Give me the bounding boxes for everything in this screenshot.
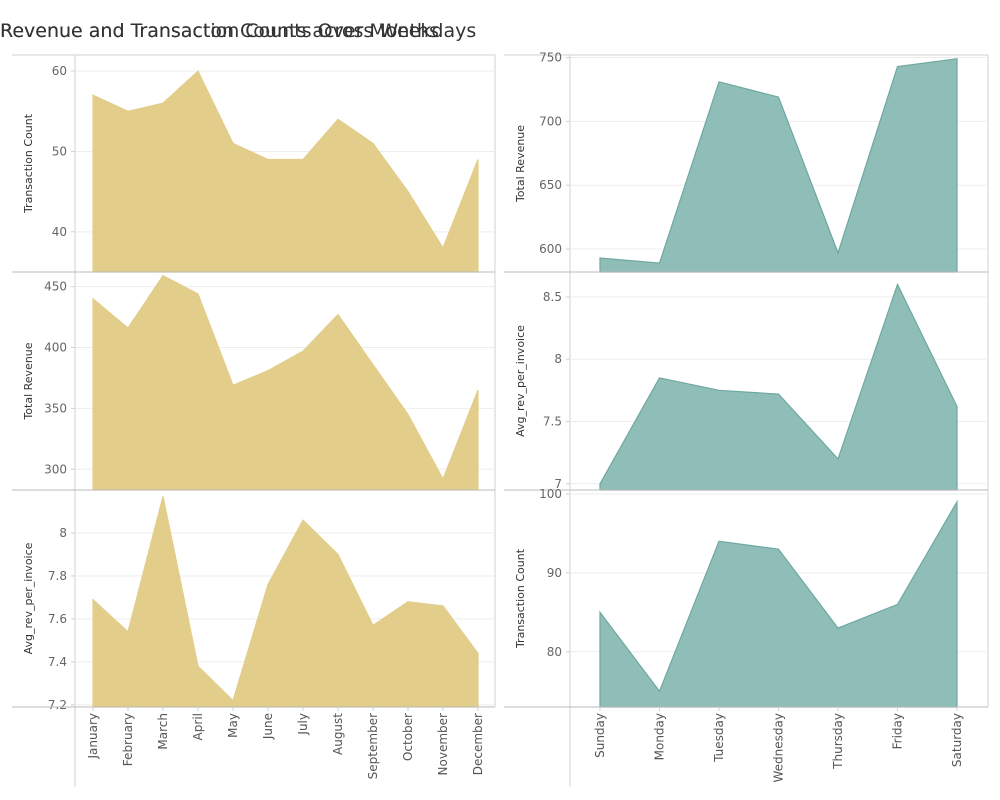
monthly-chart-group: 40 50 60 Transaction Count 300 350 400 450 Total… bbox=[12, 54, 496, 787]
area-series bbox=[92, 70, 479, 273]
left-dashboard-title: Revenue and Transaction Counts Over Mont… bbox=[0, 20, 439, 42]
monthly-chart-1: 40 50 60 Transaction Count bbox=[12, 64, 495, 273]
y-axis-title: Total Revenue bbox=[514, 125, 527, 203]
y-axis-title: Avg_rev_per_invoice bbox=[22, 542, 35, 654]
y-tick-label: 750 bbox=[539, 51, 562, 65]
y-tick-label: 600 bbox=[539, 242, 562, 256]
right-dashboard-title: Revenue and Transacton Counts across Wee… bbox=[0, 20, 477, 42]
x-tick-label: Tuesday bbox=[712, 713, 726, 763]
x-tick-label: June bbox=[261, 713, 275, 740]
x-tick-label: Thursday bbox=[831, 713, 845, 770]
area-series bbox=[92, 274, 479, 491]
y-tick-label: 400 bbox=[44, 341, 67, 355]
weekday-chart-2: 7 7.5 8 8.5 Avg_rev_per_invoice bbox=[504, 282, 988, 491]
y-tick-label: 90 bbox=[547, 566, 562, 580]
y-tick-label: 80 bbox=[547, 645, 562, 659]
y-tick-label: 450 bbox=[44, 280, 67, 294]
x-tick-label: July bbox=[296, 713, 310, 736]
x-tick-label: May bbox=[226, 713, 240, 738]
y-axis-title: Transaction Count bbox=[22, 113, 35, 214]
weekday-chart-3: 80 90 100 Transaction Count bbox=[504, 487, 988, 708]
x-tick-label: March bbox=[156, 713, 170, 750]
x-tick-label: Sunday bbox=[593, 713, 607, 758]
y-tick-label: 8 bbox=[554, 352, 562, 366]
x-tick-label: Wednesday bbox=[772, 713, 786, 782]
y-tick-label: 50 bbox=[52, 144, 67, 158]
x-tick-label: January bbox=[86, 713, 100, 760]
y-tick-label: 7.6 bbox=[48, 612, 67, 626]
monthly-chart-3: 7.2 7.4 7.6 7.8 8 Avg_rev_per_invoice bbox=[12, 496, 495, 712]
x-tick-label: December bbox=[471, 713, 485, 775]
x-tick-label: Friday bbox=[891, 713, 905, 749]
y-tick-label: 650 bbox=[539, 178, 562, 192]
y-tick-label: 8.5 bbox=[543, 290, 562, 304]
x-tick-label: Saturday bbox=[950, 713, 964, 767]
x-tick-label: Monday bbox=[653, 713, 667, 760]
y-axis-title: Total Revenue bbox=[22, 342, 35, 420]
y-tick-label: 7 bbox=[554, 477, 562, 491]
x-tick-label: August bbox=[331, 713, 345, 755]
y-tick-label: 8 bbox=[59, 526, 67, 540]
y-tick-label: 300 bbox=[44, 462, 67, 476]
x-tick-label: October bbox=[401, 713, 415, 761]
y-tick-label: 700 bbox=[539, 114, 562, 128]
x-tick-label: February bbox=[121, 713, 135, 766]
area-series bbox=[599, 499, 958, 708]
y-tick-label: 40 bbox=[52, 225, 67, 239]
monthly-chart-2: 300 350 400 450 Total Revenue bbox=[12, 274, 495, 491]
x-tick-label: September bbox=[366, 713, 380, 779]
y-tick-label: 7.2 bbox=[48, 698, 67, 712]
y-axis-title: Transaction Count bbox=[514, 548, 527, 649]
weekday-chart-1: 600 650 700 750 Total Revenue bbox=[504, 51, 988, 273]
area-series bbox=[599, 282, 958, 491]
area-series bbox=[599, 58, 958, 273]
y-tick-label: 7.8 bbox=[48, 569, 67, 583]
area-series bbox=[92, 496, 479, 708]
y-tick-label: 7.5 bbox=[543, 414, 562, 428]
x-tick-label: November bbox=[436, 713, 450, 775]
weekday-chart-group: 600 650 700 750 Total Revenue 7 7.5 8 8.5 Avg_rev… bbox=[504, 51, 989, 787]
y-tick-label: 7.4 bbox=[48, 655, 67, 669]
y-tick-label: 350 bbox=[44, 401, 67, 415]
x-tick-label: April bbox=[191, 713, 205, 740]
y-axis-title: Avg_rev_per_invoice bbox=[514, 325, 527, 437]
y-tick-label: 100 bbox=[539, 487, 562, 501]
y-tick-label: 60 bbox=[52, 64, 67, 78]
